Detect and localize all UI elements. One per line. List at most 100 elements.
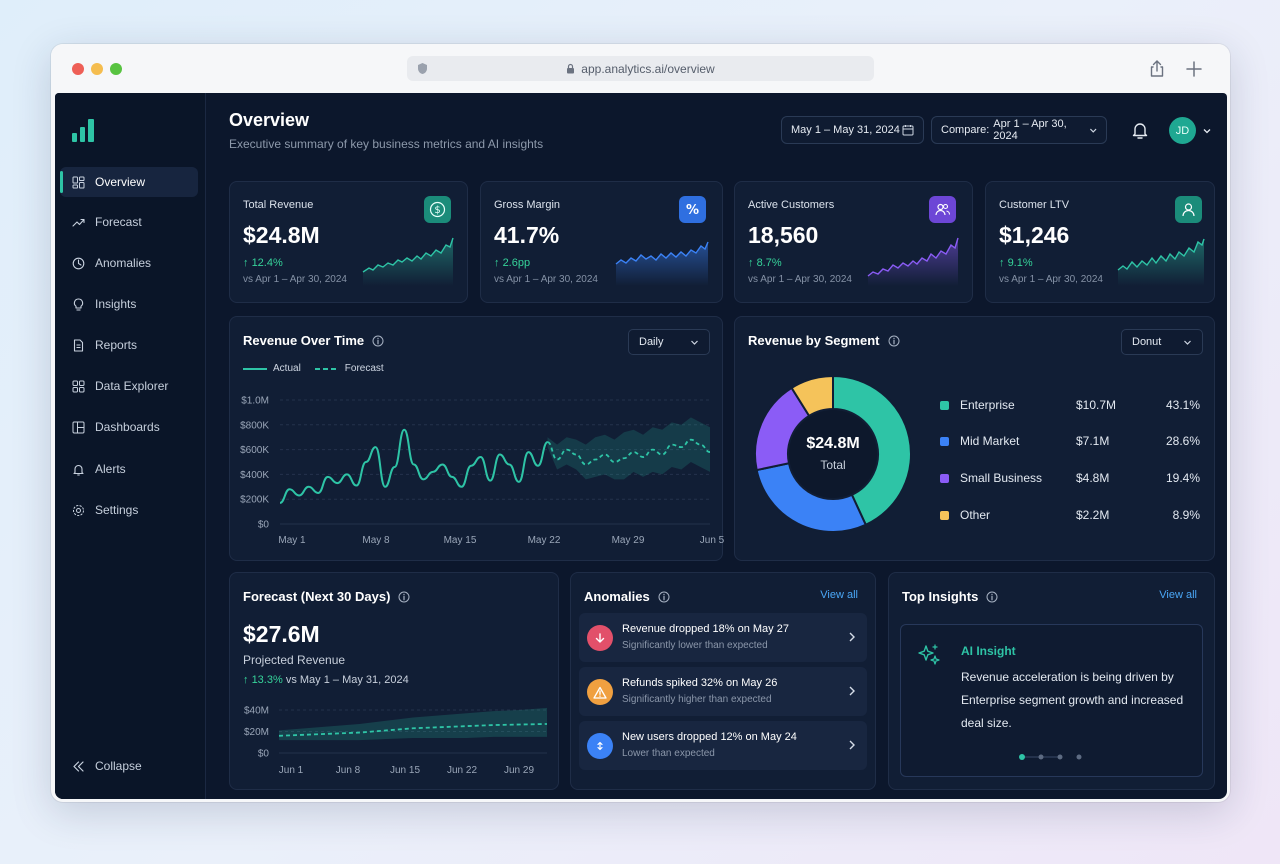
sidebar-item-alerts[interactable]: Alerts	[60, 454, 198, 484]
kpi-change: ↑ 8.7%	[748, 257, 782, 269]
sidebar-item-label: Reports	[95, 338, 138, 352]
y-tick-label: $20M	[244, 727, 269, 738]
sidebar-item-dashboards[interactable]: Dashboards	[60, 412, 198, 442]
anomaly-item[interactable]: New users dropped 12% on May 24 Lower th…	[579, 721, 867, 770]
y-tick-label: $0	[258, 749, 270, 760]
forecast-value: $27.6M	[243, 621, 320, 647]
address-bar[interactable]: app.analytics.ai/overview	[407, 56, 874, 81]
kpi-value: $24.8M	[243, 222, 320, 248]
actual-series-line	[279, 428, 549, 504]
maximize-window-button[interactable]	[110, 63, 122, 75]
notifications-bell-icon[interactable]	[1131, 121, 1149, 140]
segment-row-mid-market[interactable]: Mid Market $7.1M 28.6%	[940, 434, 1200, 450]
compare-range-text: Apr 1 – Apr 30, 2024	[993, 118, 1067, 142]
kpi-change-value: 2.6pp	[502, 257, 531, 269]
segment-row-other[interactable]: Other $2.2M 8.9%	[940, 508, 1200, 524]
kpi-compare: vs Apr 1 – Apr 30, 2024	[999, 274, 1103, 285]
segment-value: $4.8M	[1076, 471, 1110, 485]
segment-row-small-business[interactable]: Small Business $4.8M 19.4%	[940, 471, 1200, 487]
page-subtitle: Executive summary of key business metric…	[229, 137, 544, 151]
kpi-compare: vs Apr 1 – Apr 30, 2024	[748, 274, 852, 285]
segment-name: Enterprise	[960, 398, 1015, 412]
kpi-card-customer-ltv[interactable]: Customer LTV $1,246 ↑ 9.1% vs Apr 1 – Ap…	[985, 181, 1215, 303]
anomalies-view-all-link[interactable]: View all	[820, 589, 858, 601]
donut-center-value: $24.8M	[806, 435, 860, 452]
app-root: Overview Forecast Anomalies Insights Rep…	[55, 93, 1227, 799]
sparkles-icon	[918, 644, 940, 665]
x-tick-label: May 22	[528, 535, 561, 546]
sidebar-item-reports[interactable]: Reports	[60, 330, 198, 360]
kpi-card-active-customers[interactable]: Active Customers 18,560 ↑ 8.7% vs Apr 1 …	[734, 181, 973, 303]
donut-slice-enterprise	[832, 374, 912, 527]
info-icon[interactable]	[398, 591, 410, 603]
chevrons-left-icon	[73, 760, 84, 772]
period-dropdown[interactable]: Daily	[628, 329, 710, 355]
segment-name: Other	[960, 508, 991, 522]
x-tick-label: Jun 15	[390, 765, 420, 776]
collapse-button[interactable]: Collapse	[60, 751, 198, 781]
kpi-change: ↑ 2.6pp	[494, 257, 531, 269]
new-tab-icon[interactable]	[1184, 59, 1204, 79]
compare-range-picker[interactable]: Compare: Apr 1 – Apr 30, 2024	[931, 116, 1107, 144]
svg-text:$: $	[434, 205, 440, 216]
kpi-card-gross-margin[interactable]: Gross Margin 41.7% ↑ 2.6pp vs Apr 1 – Ap…	[480, 181, 723, 303]
minimize-window-button[interactable]	[91, 63, 103, 75]
segment-row-enterprise[interactable]: Enterprise $10.7M 43.1%	[940, 398, 1200, 414]
chart-type-dropdown[interactable]: Donut	[1121, 329, 1203, 355]
card-title: Anomalies	[584, 589, 670, 604]
sidebar-item-data-explorer[interactable]: Data Explorer	[60, 371, 198, 401]
legend-actual-swatch	[243, 367, 267, 370]
shield-icon	[418, 63, 427, 74]
date-range-picker[interactable]: May 1 – May 31, 2024	[781, 116, 924, 144]
info-icon[interactable]	[986, 591, 998, 603]
avatar[interactable]: JD	[1169, 117, 1196, 144]
radar-icon	[72, 257, 85, 269]
x-tick-label: May 1	[278, 535, 306, 546]
forecast-series-line	[547, 438, 711, 466]
sidebar-item-overview[interactable]: Overview	[60, 167, 198, 197]
info-icon[interactable]	[658, 591, 670, 603]
anomaly-title: New users dropped 12% on May 24	[622, 731, 797, 743]
y-tick-label: $400K	[240, 470, 269, 481]
chart-type-value: Donut	[1132, 336, 1162, 348]
chevron-down-icon	[1089, 128, 1096, 133]
forecast-line	[278, 723, 548, 737]
segment-percent: 19.4%	[1165, 471, 1200, 485]
segment-percent: 28.6%	[1165, 434, 1200, 448]
data-explorer-icon	[72, 380, 85, 392]
chevron-down-icon	[691, 340, 698, 345]
info-icon[interactable]	[372, 335, 384, 347]
anomaly-title: Revenue dropped 18% on May 27	[622, 623, 789, 635]
margin-sparkline	[615, 241, 709, 286]
sidebar-item-forecast[interactable]: Forecast	[60, 207, 198, 237]
kpi-change-value: 8.7%	[756, 257, 782, 269]
anomaly-item[interactable]: Revenue dropped 18% on May 27 Significan…	[579, 613, 867, 662]
insight-card[interactable]: AI Insight Revenue acceleration is being…	[900, 624, 1203, 777]
main-content: Overview Executive summary of key busine…	[207, 93, 1227, 799]
card-title: Forecast (Next 30 Days)	[243, 589, 410, 604]
customers-sparkline	[867, 237, 959, 286]
segment-value: $7.1M	[1076, 434, 1110, 448]
share-icon[interactable]	[1147, 59, 1167, 79]
kpi-compare: vs Apr 1 – Apr 30, 2024	[243, 274, 347, 285]
avatar-chevron-down-icon[interactable]	[1202, 126, 1212, 136]
ltv-sparkline	[1117, 238, 1205, 286]
close-window-button[interactable]	[72, 63, 84, 75]
insights-view-all-link[interactable]: View all	[1159, 589, 1197, 601]
forecast-area-chart: $0 $20M $40M Jun 1 Jun 8 Jun 15 Jun 22 Jun 29	[244, 706, 548, 776]
carousel-pagination[interactable]	[1017, 753, 1087, 761]
info-icon[interactable]	[888, 335, 900, 347]
sidebar-item-insights[interactable]: Insights	[60, 289, 198, 319]
anomaly-item[interactable]: Refunds spiked 32% on May 26 Significant…	[579, 667, 867, 716]
sidebar-item-anomalies[interactable]: Anomalies	[60, 248, 198, 278]
card-title: Top Insights	[902, 589, 998, 604]
sidebar-item-settings[interactable]: Settings	[60, 495, 198, 525]
x-tick-label: Jun 22	[447, 765, 477, 776]
dashboard-icon	[72, 421, 85, 433]
x-tick-label: May 8	[362, 535, 390, 546]
sidebar-item-label: Settings	[95, 503, 139, 517]
insights-title: Top Insights	[902, 589, 979, 604]
browser-window: app.analytics.ai/overview Overview Forec…	[51, 44, 1230, 802]
kpi-card-total-revenue[interactable]: Total Revenue $24.8M ↑ 12.4% vs Apr 1 – …	[229, 181, 468, 303]
donut-slice-other	[790, 374, 834, 418]
